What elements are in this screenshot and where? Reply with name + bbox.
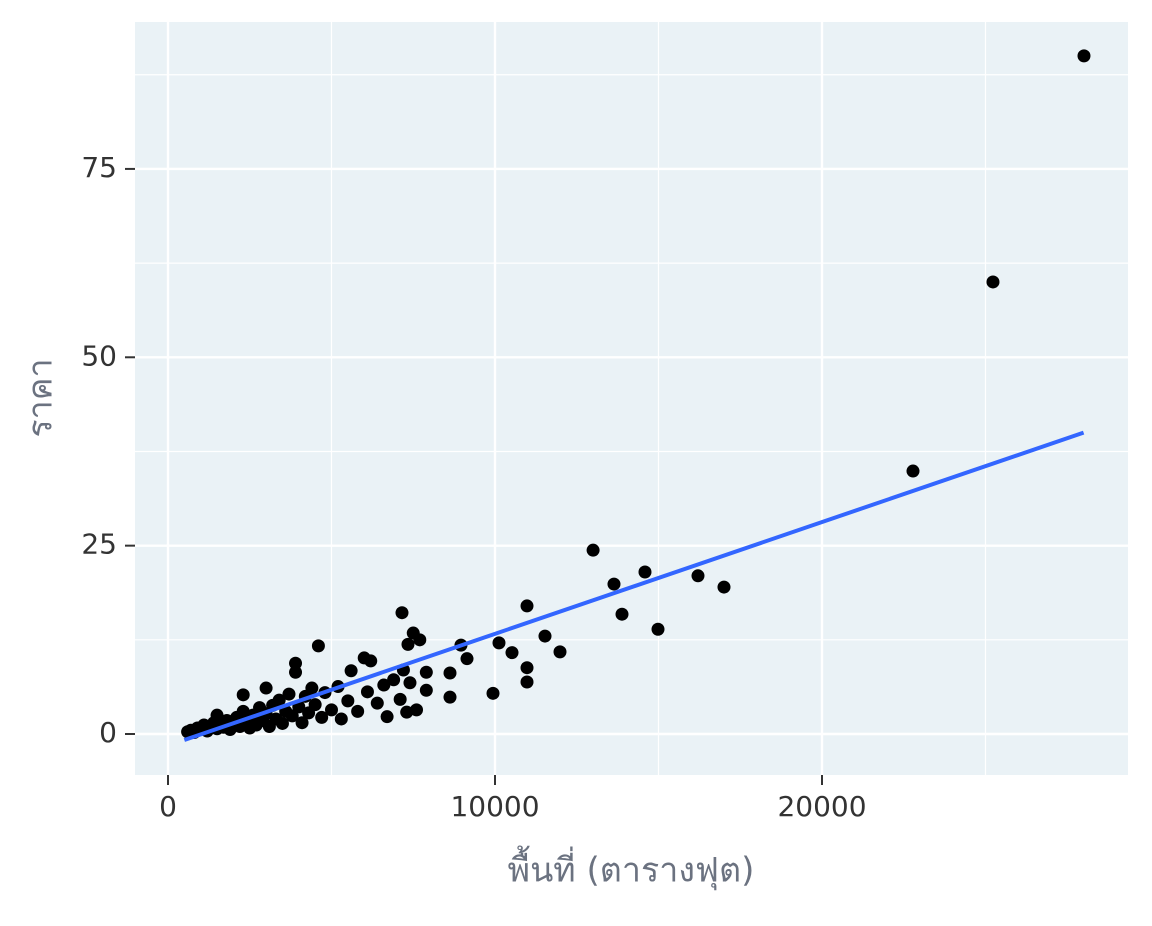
point [282, 687, 296, 701]
point [364, 654, 378, 668]
point [586, 543, 600, 557]
point [236, 688, 250, 702]
point [460, 652, 474, 666]
point [906, 464, 920, 478]
point [413, 633, 427, 647]
point [410, 703, 424, 717]
point [295, 716, 309, 730]
point [651, 622, 665, 636]
point [311, 639, 325, 653]
point [419, 665, 433, 679]
point [344, 664, 358, 678]
point [395, 606, 409, 620]
point [370, 696, 384, 710]
point [341, 694, 355, 708]
point [986, 275, 1000, 289]
point [308, 698, 322, 712]
point [538, 629, 552, 643]
point [351, 704, 365, 718]
panel [135, 22, 1128, 775]
point [486, 686, 500, 700]
point [289, 656, 303, 670]
point [289, 665, 303, 679]
point [285, 709, 299, 723]
point [443, 666, 457, 680]
y-tick-label: 25 [81, 528, 117, 561]
point [520, 661, 534, 675]
point [400, 705, 414, 719]
point [275, 716, 289, 730]
point [615, 607, 629, 621]
point [443, 690, 457, 704]
point [324, 703, 338, 717]
point [638, 565, 652, 579]
point [691, 569, 705, 583]
point [607, 577, 621, 591]
point [305, 681, 319, 695]
point [377, 678, 391, 692]
x-tick-label: 10000 [450, 790, 539, 823]
y-tick-label: 75 [81, 151, 117, 184]
point [360, 685, 374, 699]
point [419, 683, 433, 697]
point [334, 712, 348, 726]
point [393, 692, 407, 706]
point [401, 637, 415, 651]
y-tick-label: 50 [81, 339, 117, 372]
point [387, 673, 401, 687]
point [1077, 49, 1091, 63]
point [259, 681, 273, 695]
y-tick-label: 0 [99, 716, 117, 749]
point [380, 710, 394, 724]
point [553, 645, 567, 659]
x-tick-label: 0 [159, 790, 177, 823]
point [315, 710, 329, 724]
point [520, 675, 534, 689]
x-tick-label: 20000 [777, 790, 866, 823]
x-axis-title: พื้นที่ (ตารางฟุต) [508, 846, 755, 891]
y-axis-title: ราคา [21, 358, 61, 437]
trend-line [183, 430, 1085, 742]
point [272, 693, 286, 707]
point [403, 676, 417, 690]
point [520, 599, 534, 613]
point [717, 580, 731, 594]
point [492, 636, 506, 650]
point [505, 646, 519, 660]
point [236, 704, 250, 718]
